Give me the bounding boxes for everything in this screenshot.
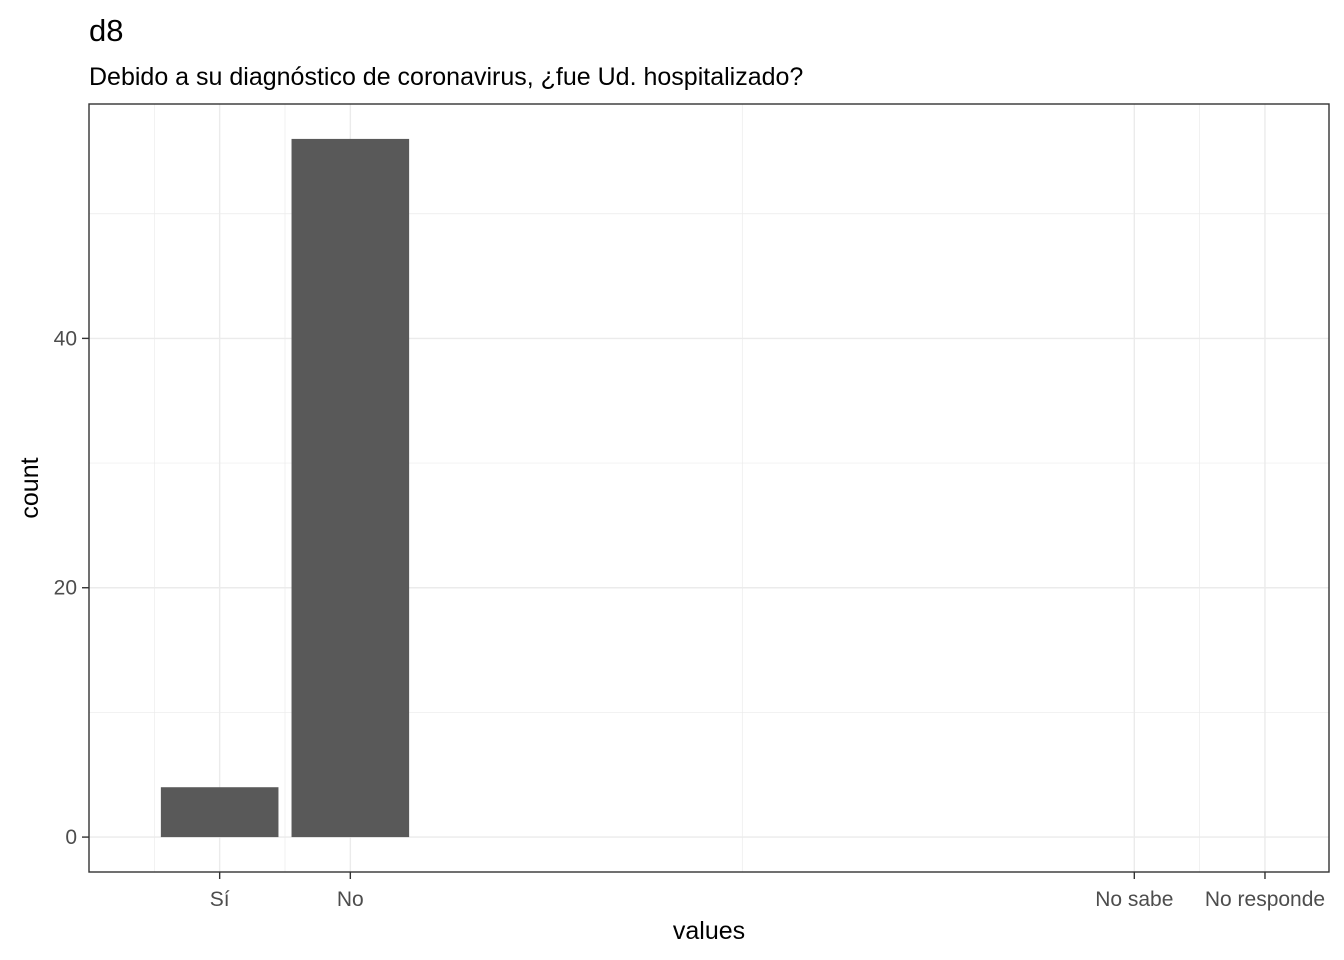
chart-subtitle: Debido a su diagnóstico de coronavirus, … bbox=[89, 63, 803, 91]
bars bbox=[160, 138, 410, 838]
y-tick-label: 20 bbox=[54, 577, 77, 600]
bar-s- bbox=[160, 787, 279, 838]
y-tick-label: 0 bbox=[65, 826, 77, 849]
bar-no bbox=[291, 138, 410, 838]
plot-panel-border bbox=[88, 103, 1330, 873]
x-axis-title: values bbox=[673, 917, 745, 945]
grid-lines bbox=[89, 104, 1329, 872]
axis-ticks: 0 20 40 Sí No No sabe No responde bbox=[54, 327, 1325, 911]
x-tick-label: No sabe bbox=[1095, 888, 1173, 911]
chart-title: d8 bbox=[89, 13, 123, 48]
x-tick-label: No bbox=[337, 888, 364, 911]
y-axis-title: count bbox=[16, 457, 44, 518]
x-tick-label: Sí bbox=[210, 888, 230, 911]
y-tick-label: 40 bbox=[54, 327, 77, 350]
x-tick-label: No responde bbox=[1205, 888, 1325, 911]
